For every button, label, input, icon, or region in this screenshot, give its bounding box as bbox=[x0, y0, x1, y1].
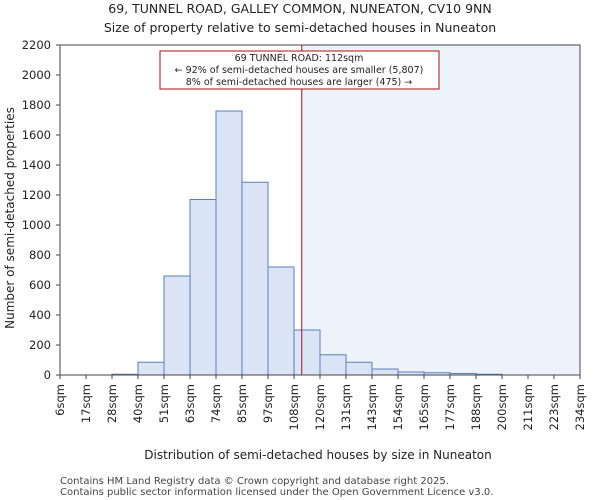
x-tick-label: 40sqm bbox=[131, 384, 145, 423]
y-tick-label: 1400 bbox=[22, 158, 51, 172]
x-tick-label: 63sqm bbox=[183, 384, 197, 423]
annotation-smaller: ← 92% of semi-detached houses are smalle… bbox=[175, 65, 424, 76]
x-tick-label: 51sqm bbox=[157, 384, 171, 423]
x-tick-label: 188sqm bbox=[469, 384, 483, 430]
bar bbox=[293, 329, 321, 376]
larger-properties-region bbox=[301, 45, 580, 375]
x-tick-label: 143sqm bbox=[365, 384, 379, 430]
x-tick-label: 97sqm bbox=[261, 384, 275, 423]
x-tick-label: 131sqm bbox=[339, 384, 353, 430]
x-tick-label: 108sqm bbox=[287, 384, 301, 430]
y-tick-label: 400 bbox=[29, 308, 51, 322]
annotation-frame bbox=[159, 50, 440, 90]
bar bbox=[371, 368, 399, 376]
x-tick-label: 74sqm bbox=[209, 384, 223, 423]
bar bbox=[137, 361, 165, 376]
x-tick-label: 211sqm bbox=[521, 384, 535, 430]
x-tick-label: 177sqm bbox=[443, 384, 457, 430]
y-tick-label: 1000 bbox=[22, 218, 51, 232]
footer-line-1: Contains HM Land Registry data © Crown c… bbox=[60, 476, 449, 487]
x-tick-label: 28sqm bbox=[105, 384, 119, 423]
footer-line-2: Contains public sector information licen… bbox=[60, 487, 493, 498]
y-tick-label: 0 bbox=[44, 368, 51, 382]
bar bbox=[189, 199, 217, 376]
y-axis-label: Number of semi-detached properties bbox=[3, 107, 17, 329]
y-tick-label: 800 bbox=[29, 248, 51, 262]
annotation-box: 69 TUNNEL ROAD: 112sqm ← 92% of semi-det… bbox=[159, 50, 440, 90]
y-tick-label: 2000 bbox=[22, 68, 51, 82]
bar bbox=[241, 181, 269, 376]
x-tick-label: 234sqm bbox=[573, 384, 587, 430]
x-tick-label: 120sqm bbox=[313, 384, 327, 430]
bar bbox=[163, 275, 191, 376]
x-tick-label: 6sqm bbox=[53, 384, 67, 416]
x-tick-label: 17sqm bbox=[79, 384, 93, 423]
bar bbox=[319, 354, 347, 376]
x-tick-label: 165sqm bbox=[417, 384, 431, 430]
y-tick-label: 1600 bbox=[22, 128, 51, 142]
y-tick-label: 600 bbox=[29, 278, 51, 292]
x-axis-label: Distribution of semi-detached houses by … bbox=[144, 448, 491, 462]
x-tick-label: 85sqm bbox=[235, 384, 249, 423]
annotation-title: 69 TUNNEL ROAD: 112sqm bbox=[235, 53, 364, 64]
y-tick-label: 1200 bbox=[22, 188, 51, 202]
x-tick-label: 154sqm bbox=[391, 384, 405, 430]
bar bbox=[267, 266, 295, 376]
y-tick-label: 2200 bbox=[22, 38, 51, 52]
x-axis: 6sqm 17sqm 28sqm 40sqm 51sqm 63sqm 74sqm 85sqm 9… bbox=[53, 375, 587, 430]
bar bbox=[345, 361, 373, 376]
annotation-larger: 8% of semi-detached houses are larger (4… bbox=[186, 77, 413, 88]
y-tick-label: 1800 bbox=[22, 98, 51, 112]
bar bbox=[215, 110, 243, 376]
x-tick-label: 223sqm bbox=[547, 384, 561, 430]
chart-subtitle: Size of property relative to semi-detach… bbox=[104, 20, 496, 35]
chart-title: 69, TUNNEL ROAD, GALLEY COMMON, NUNEATON… bbox=[108, 1, 491, 16]
y-tick-label: 200 bbox=[29, 338, 51, 352]
y-axis: 0 200 400 600 800 1000 1200 1400 1600 1800 2000 220… bbox=[22, 38, 60, 382]
x-tick-label: 200sqm bbox=[495, 384, 509, 430]
bars-group bbox=[111, 110, 503, 376]
